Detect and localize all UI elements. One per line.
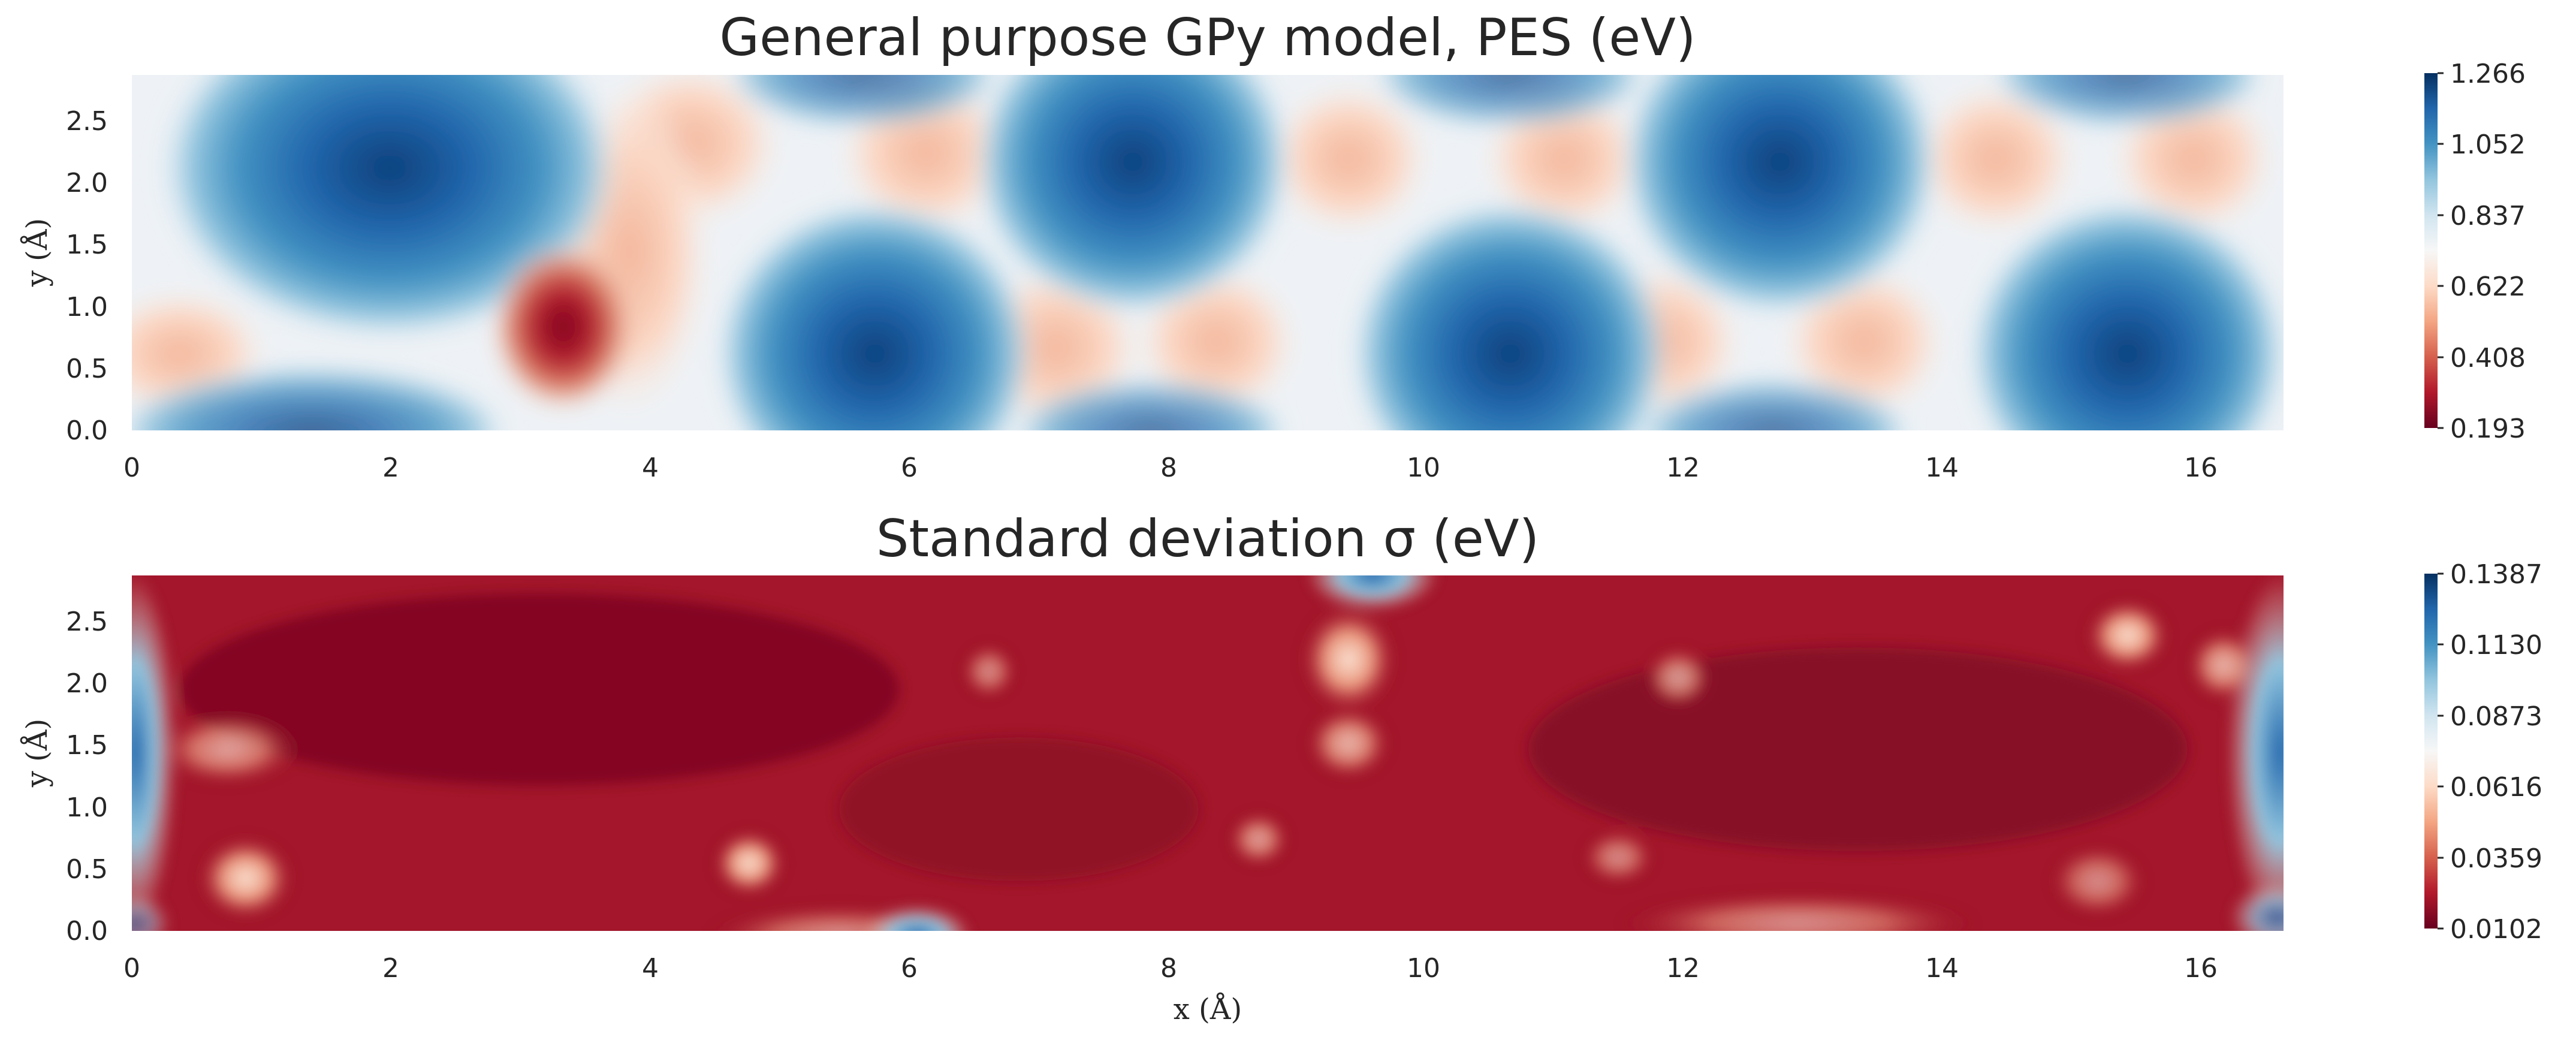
x-tick-label: 6 [901, 953, 918, 984]
std-x-axis-label: x (Å) [1174, 992, 1242, 1026]
chart-title-pes: General purpose GPy model, PES (eV) [719, 8, 1696, 68]
x-tick-label: 12 [1666, 953, 1700, 984]
x-tick-label: 14 [1925, 953, 1959, 984]
colorbar-tick-label: 0.0616 [2450, 772, 2542, 803]
pes-heatmap [132, 75, 2284, 430]
y-tick-label: 0.5 [66, 854, 108, 885]
colorbar-tick-label: 0.0873 [2450, 701, 2542, 732]
chart-title-std: Standard deviation σ (eV) [876, 509, 1539, 569]
colorbar-tick-label: 0.622 [2450, 272, 2526, 302]
x-tick-label: 8 [1160, 953, 1177, 984]
y-tick-label: 2.0 [66, 168, 108, 198]
x-tick-label: 14 [1925, 453, 1959, 483]
y-tick-label: 1.0 [66, 792, 108, 823]
colorbar-tick-label: 0.193 [2450, 414, 2526, 444]
std-y-axis-label: y (Å) [20, 719, 54, 788]
std-heatmap [132, 575, 2284, 931]
x-tick-label: 10 [1407, 953, 1440, 984]
y-tick-label: 0.5 [66, 354, 108, 384]
pes-colorbar: 1.266 1.052 0.837 0.622 0.408 0.193 [2424, 59, 2526, 444]
y-tick-label: 2.0 [66, 668, 108, 699]
std-colorbar: 0.1387 0.1130 0.0873 0.0616 0.0359 0.010… [2424, 559, 2542, 945]
x-tick-label: 8 [1160, 453, 1177, 483]
colorbar-tick-label: 0.1130 [2450, 630, 2542, 661]
y-tick-label: 1.0 [66, 292, 108, 322]
colorbar-tick-label: 0.837 [2450, 201, 2526, 231]
x-tick-label: 4 [642, 953, 659, 984]
x-tick-label: 12 [1666, 453, 1700, 483]
colorbar-tick-label: 1.052 [2450, 129, 2526, 160]
x-tick-label: 2 [382, 453, 399, 483]
x-tick-label: 10 [1407, 453, 1440, 483]
std-x-ticks: 0 2 4 6 8 10 12 14 16 [123, 953, 2218, 984]
x-tick-label: 2 [382, 953, 399, 984]
y-tick-label: 0.0 [66, 916, 108, 946]
x-tick-label: 0 [123, 453, 140, 483]
colorbar-tick-label: 0.0359 [2450, 843, 2542, 874]
colorbar-tick-label: 0.408 [2450, 343, 2526, 373]
y-tick-label: 1.5 [66, 730, 108, 761]
y-tick-label: 2.5 [66, 106, 108, 137]
std-y-ticks: 0.0 0.5 1.0 1.5 2.0 2.5 [66, 607, 108, 946]
pes-y-ticks: 0.0 0.5 1.0 1.5 2.0 2.5 [66, 106, 108, 446]
x-tick-label: 6 [901, 453, 918, 483]
x-tick-label: 0 [123, 953, 140, 984]
y-tick-label: 0.0 [66, 415, 108, 446]
x-tick-label: 16 [2184, 953, 2218, 984]
x-tick-label: 4 [642, 453, 659, 483]
y-tick-label: 1.5 [66, 230, 108, 260]
colorbar-tick-label: 0.1387 [2450, 559, 2542, 590]
pes-x-ticks: 0 2 4 6 8 10 12 14 16 [123, 453, 2218, 483]
colorbar-tick-label: 0.0102 [2450, 914, 2542, 945]
pes-y-axis-label: y (Å) [20, 218, 54, 288]
y-tick-label: 2.5 [66, 607, 108, 637]
colorbar-tick-label: 1.266 [2450, 59, 2526, 89]
x-tick-label: 16 [2184, 453, 2218, 483]
